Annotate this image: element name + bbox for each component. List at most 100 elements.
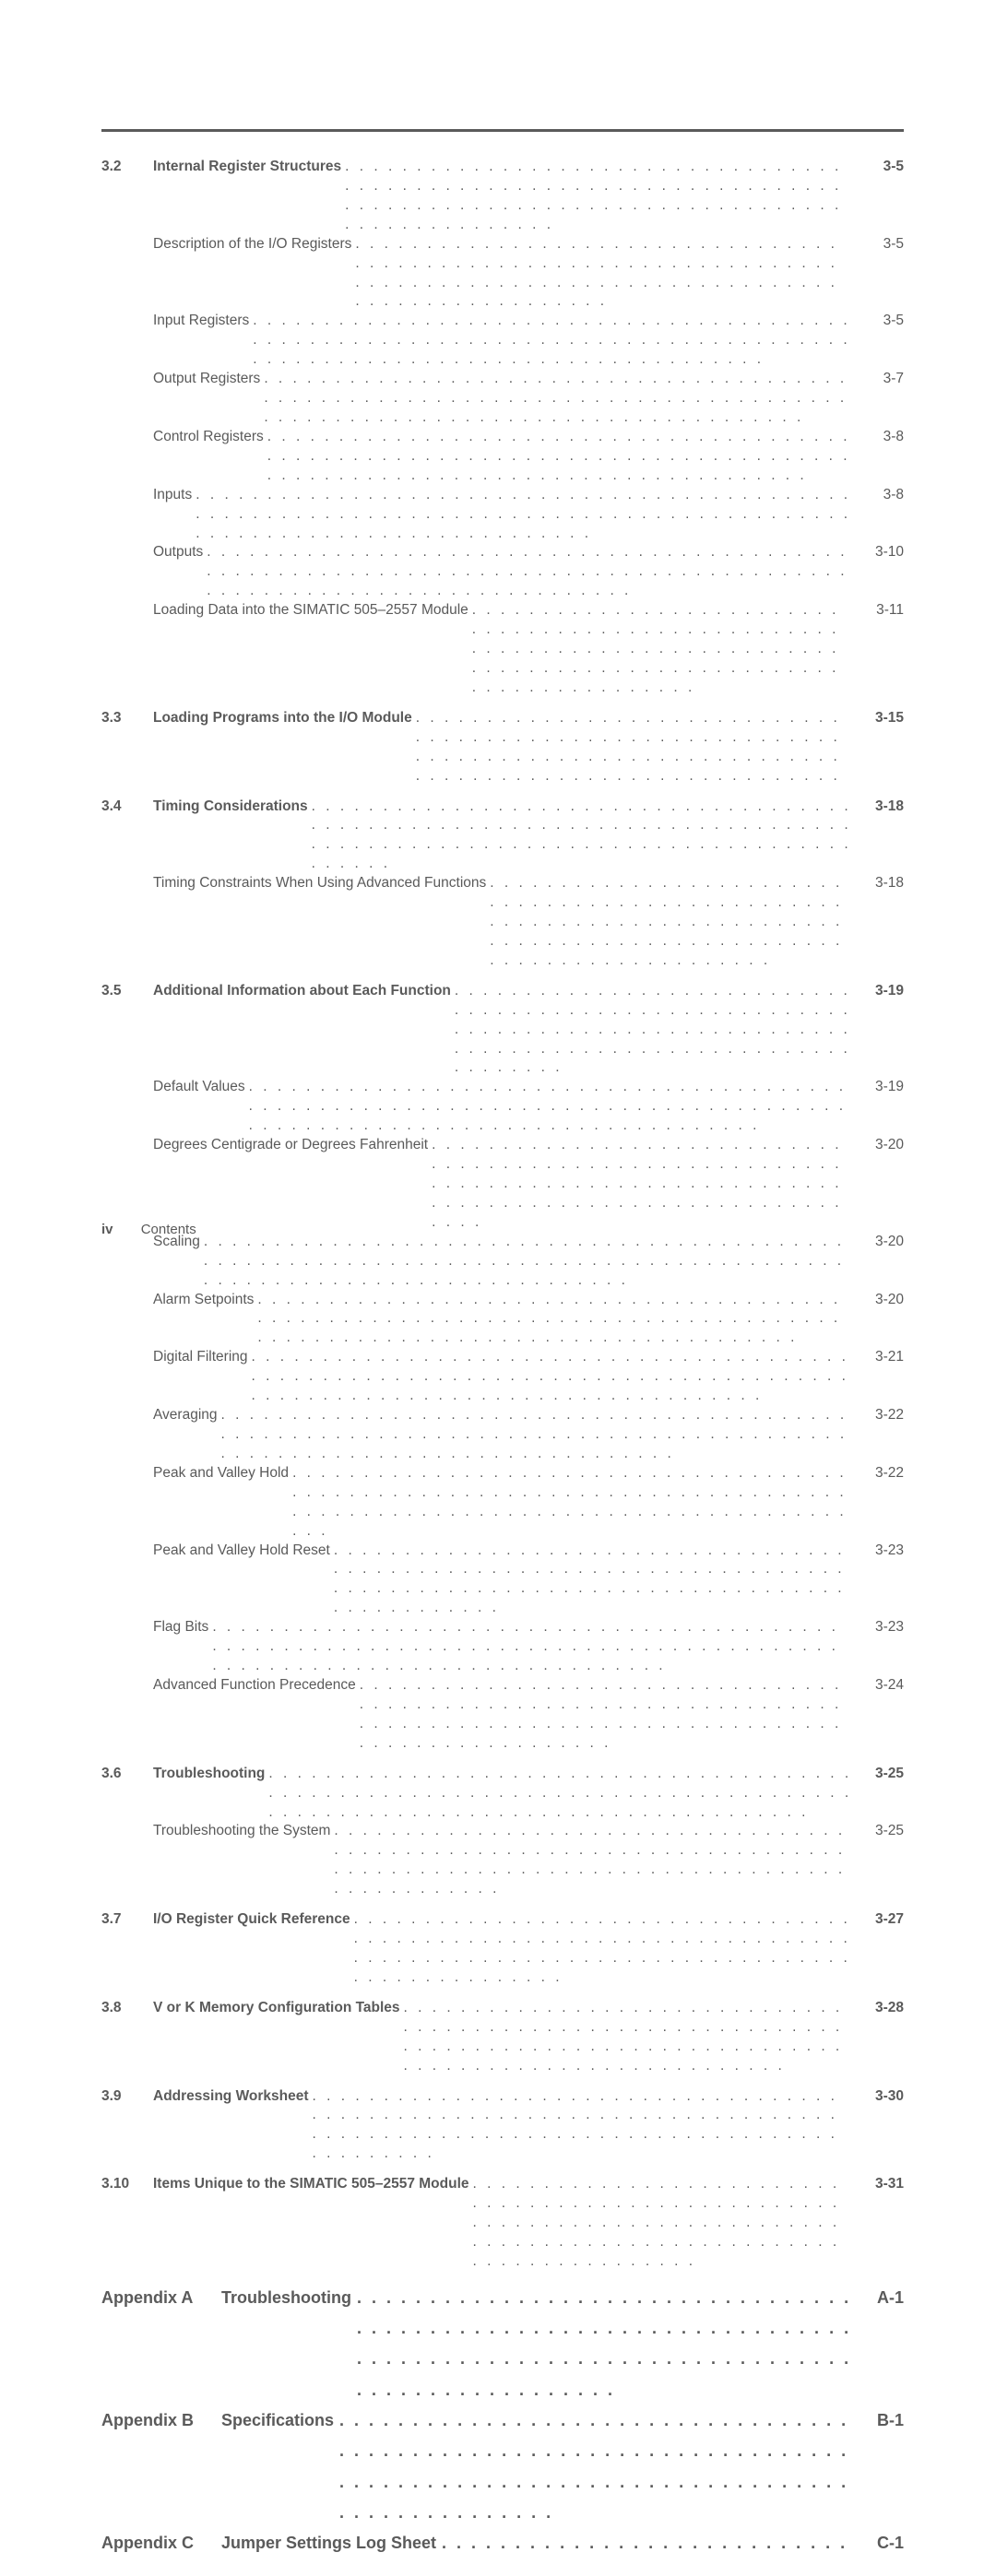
section-number: 3.4 <box>101 798 153 817</box>
table-of-contents: 3.2Internal Register Structures. . . . .… <box>101 158 904 2272</box>
section-title: V or K Memory Configuration Tables <box>153 1999 400 2018</box>
section-title: Addressing Worksheet <box>153 2087 309 2107</box>
section-title: Loading Programs into the I/O Module <box>153 709 412 728</box>
leader-dots: . . . . . . . . . . . . . . . . . . . . … <box>264 370 852 428</box>
entry-page: 3-11 <box>858 601 904 620</box>
leader-dots: . . . . . . . . . . . . . . . . . . . . … <box>334 1822 852 1899</box>
toc-section-heading: 3.9Addressing Worksheet. . . . . . . . .… <box>101 2087 904 2165</box>
toc-entry: Input Registers. . . . . . . . . . . . .… <box>101 312 904 370</box>
entry-title: Inputs <box>153 486 192 505</box>
toc-entry: Timing Constraints When Using Advanced F… <box>101 874 904 971</box>
entry-title: Timing Constraints When Using Advanced F… <box>153 874 486 893</box>
appendix-label: Appendix C <box>101 2528 221 2558</box>
appendix-entry: Appendix BSpecifications. . . . . . . . … <box>101 2405 904 2528</box>
entry-page: 3-20 <box>858 1291 904 1310</box>
section-title: Additional Information about Each Functi… <box>153 982 451 1001</box>
toc-entry: Default Values. . . . . . . . . . . . . … <box>101 1078 904 1136</box>
section-title: Internal Register Structures <box>153 158 341 177</box>
entry-page: 3-25 <box>858 1822 904 1841</box>
entry-title: Flag Bits <box>153 1618 208 1637</box>
entry-title: Averaging <box>153 1406 218 1425</box>
top-rule <box>101 129 904 132</box>
toc-entry: Alarm Setpoints. . . . . . . . . . . . .… <box>101 1291 904 1349</box>
leader-dots: . . . . . . . . . . . . . . . . . . . . … <box>212 1618 852 1676</box>
section-title: Timing Considerations <box>153 798 308 817</box>
toc-entry: Description of the I/O Registers. . . . … <box>101 235 904 313</box>
toc-entry: Scaling. . . . . . . . . . . . . . . . .… <box>101 1233 904 1291</box>
toc-entry: Degrees Centigrade or Degrees Fahrenheit… <box>101 1136 904 1233</box>
toc-entry: Averaging. . . . . . . . . . . . . . . .… <box>101 1406 904 1464</box>
entry-page: 3-10 <box>858 543 904 562</box>
section-number: 3.6 <box>101 1765 153 1784</box>
appendix-title: Specifications <box>221 2405 334 2436</box>
toc-section-heading: 3.3Loading Programs into the I/O Module.… <box>101 709 904 786</box>
entry-title: Degrees Centigrade or Degrees Fahrenheit <box>153 1136 428 1155</box>
section-page: 3-25 <box>858 1765 904 1784</box>
entry-page: 3-18 <box>858 874 904 893</box>
entry-page: 3-22 <box>858 1464 904 1483</box>
section-number: 3.8 <box>101 1999 153 2018</box>
toc-entry: Outputs. . . . . . . . . . . . . . . . .… <box>101 543 904 601</box>
toc-section: 3.8V or K Memory Configuration Tables. .… <box>101 1999 904 2076</box>
page-number: iv <box>101 1222 113 1237</box>
leader-dots: . . . . . . . . . . . . . . . . . . . . … <box>312 798 852 875</box>
toc-entry: Advanced Function Precedence. . . . . . … <box>101 1676 904 1754</box>
entry-title: Peak and Valley Hold Reset <box>153 1542 330 1561</box>
leader-dots: . . . . . . . . . . . . . . . . . . . . … <box>257 1291 852 1349</box>
leader-dots: . . . . . . . . . . . . . . . . . . . . … <box>404 1999 852 2076</box>
section-number: 3.9 <box>101 2087 153 2107</box>
leader-dots: . . . . . . . . . . . . . . . . . . . . … <box>345 158 852 235</box>
leader-dots: . . . . . . . . . . . . . . . . . . . . … <box>490 874 852 971</box>
appendix-entry: Appendix ATroubleshooting. . . . . . . .… <box>101 2283 904 2405</box>
leader-dots: . . . . . . . . . . . . . . . . . . . . … <box>204 1233 852 1291</box>
entry-title: Digital Filtering <box>153 1348 248 1367</box>
entry-title: Description of the I/O Registers <box>153 235 351 254</box>
section-page: 3-28 <box>858 1999 904 2018</box>
toc-section-heading: 3.2Internal Register Structures. . . . .… <box>101 158 904 235</box>
entry-page: 3-5 <box>858 235 904 254</box>
appendix-title: Jumper Settings Log Sheet <box>221 2528 436 2558</box>
entry-page: 3-21 <box>858 1348 904 1367</box>
toc-entry: Digital Filtering. . . . . . . . . . . .… <box>101 1348 904 1406</box>
section-title: Troubleshooting <box>153 1765 265 1784</box>
toc-section: 3.4Timing Considerations. . . . . . . . … <box>101 798 904 971</box>
toc-section: 3.2Internal Register Structures. . . . .… <box>101 158 904 698</box>
toc-section: 3.3Loading Programs into the I/O Module.… <box>101 709 904 786</box>
section-number: 3.2 <box>101 158 153 177</box>
section-title: I/O Register Quick Reference <box>153 1910 350 1930</box>
leader-dots: . . . . . . . . . . . . . . . . . . . . … <box>357 2283 852 2405</box>
section-title: Items Unique to the SIMATIC 505–2557 Mod… <box>153 2175 469 2194</box>
entry-page: 3-23 <box>858 1618 904 1637</box>
entry-page: 3-19 <box>858 1078 904 1097</box>
leader-dots: . . . . . . . . . . . . . . . . . . . . … <box>473 2175 852 2272</box>
entry-title: Control Registers <box>153 428 264 447</box>
entry-title: Input Registers <box>153 312 249 331</box>
leader-dots: . . . . . . . . . . . . . . . . . . . . … <box>221 1406 852 1464</box>
toc-section: 3.10Items Unique to the SIMATIC 505–2557… <box>101 2175 904 2272</box>
leader-dots: . . . . . . . . . . . . . . . . . . . . … <box>455 982 852 1079</box>
toc-section: 3.9Addressing Worksheet. . . . . . . . .… <box>101 2087 904 2165</box>
toc-entry: Troubleshooting the System. . . . . . . … <box>101 1822 904 1899</box>
toc-section-heading: 3.10Items Unique to the SIMATIC 505–2557… <box>101 2175 904 2272</box>
entry-page: 3-20 <box>858 1136 904 1155</box>
entry-title: Output Registers <box>153 370 260 389</box>
toc-section-heading: 3.4Timing Considerations. . . . . . . . … <box>101 798 904 875</box>
toc-entry: Control Registers. . . . . . . . . . . .… <box>101 428 904 486</box>
leader-dots: . . . . . . . . . . . . . . . . . . . . … <box>253 312 852 370</box>
section-page: 3-18 <box>858 798 904 817</box>
section-number: 3.10 <box>101 2175 153 2194</box>
appendix-label: Appendix B <box>101 2405 221 2436</box>
section-page: 3-31 <box>858 2175 904 2194</box>
leader-dots: . . . . . . . . . . . . . . . . . . . . … <box>334 1542 852 1619</box>
leader-dots: . . . . . . . . . . . . . . . . . . . . … <box>360 1676 852 1754</box>
entry-page: 3-24 <box>858 1676 904 1696</box>
entry-page: 3-20 <box>858 1233 904 1252</box>
toc-section: 3.5Additional Information about Each Fun… <box>101 982 904 1754</box>
leader-dots: . . . . . . . . . . . . . . . . . . . . … <box>252 1348 852 1406</box>
appendix-entry: Appendix CJumper Settings Log Sheet. . .… <box>101 2528 904 2576</box>
appendix-list: Appendix ATroubleshooting. . . . . . . .… <box>101 2283 904 2576</box>
toc-section-heading: 3.6Troubleshooting. . . . . . . . . . . … <box>101 1765 904 1823</box>
leader-dots: . . . . . . . . . . . . . . . . . . . . … <box>442 2528 852 2576</box>
entry-page: 3-8 <box>858 486 904 505</box>
entry-title: Loading Data into the SIMATIC 505–2557 M… <box>153 601 468 620</box>
